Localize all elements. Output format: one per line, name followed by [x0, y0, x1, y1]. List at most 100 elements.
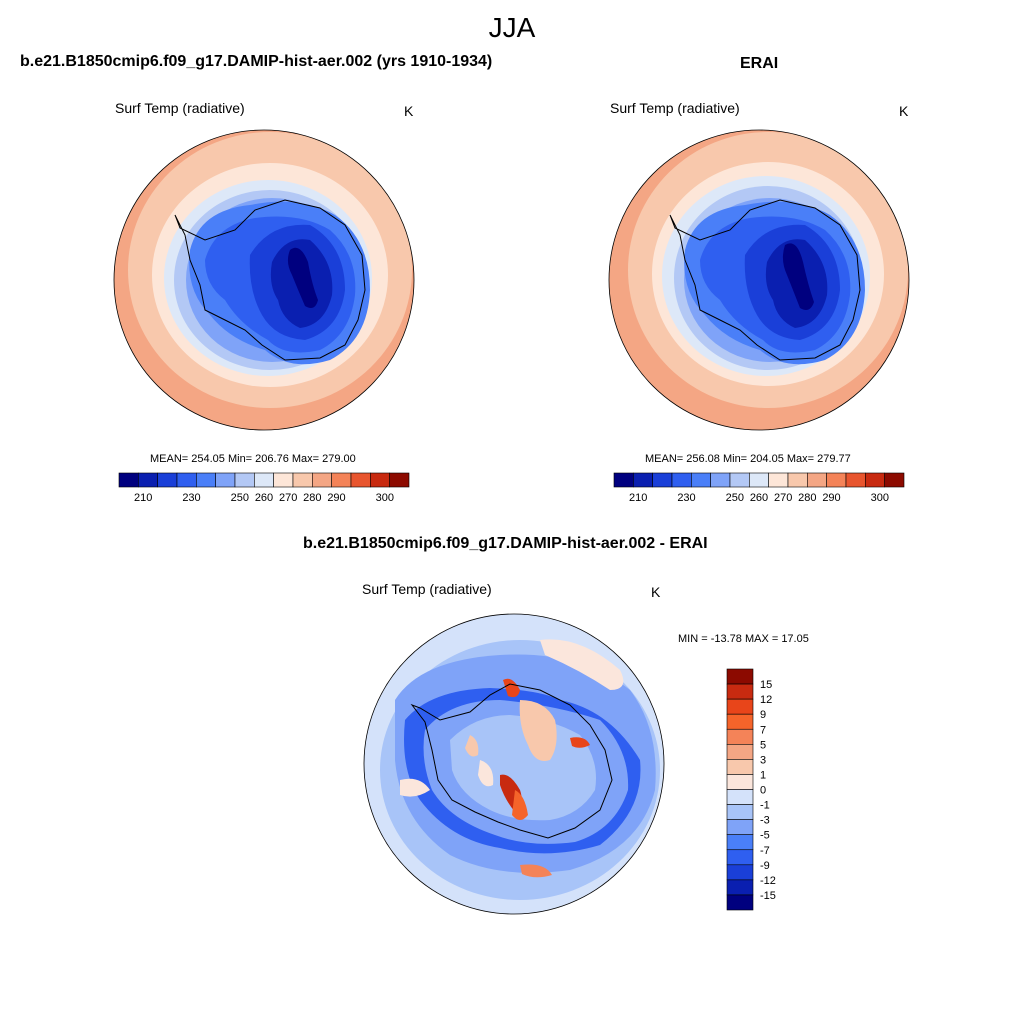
diff-zone-hot-east [570, 737, 590, 748]
diff-zone-hot-peninsula [503, 678, 520, 698]
diff-colorbar-tick: -5 [760, 830, 770, 842]
model-colorbar-tick: 290 [327, 492, 345, 504]
diff-colorbar-tick: -9 [760, 860, 770, 872]
diff-colorbar-swatch [726, 683, 754, 700]
diff-colorbar-swatch [726, 879, 754, 896]
diff-colorbar-swatch [726, 894, 754, 911]
obs-colorbar-swatch [845, 472, 866, 488]
obs-colorbar-swatch [826, 472, 847, 488]
diff-colorbar-tick: -12 [760, 875, 776, 887]
obs-colorbar-swatch [884, 472, 905, 488]
obs-colorbar-swatch [671, 472, 692, 488]
model-colorbar-swatch [234, 472, 255, 488]
obs-colorbar-swatch [691, 472, 711, 488]
model-coastline [174, 199, 366, 361]
diff-colorbar: 15 12 9 7 5 3 1 0 -1 -3 -5 -7 -9 -12 -15 [726, 668, 776, 911]
model-colorbar-swatch [157, 472, 178, 488]
model-colorbar-swatch [118, 472, 139, 488]
obs-units-label: K [899, 103, 909, 119]
diff-colorbar-swatch [726, 759, 754, 775]
obs-colorbar-swatch [787, 472, 808, 488]
diff-colorbar-tick: -3 [760, 815, 770, 827]
obs-colorbar-tick: 260 [750, 492, 768, 504]
model-colorbar-swatch [176, 472, 197, 488]
obs-field-label: Surf Temp (radiative) [610, 100, 740, 116]
model-colorbar-swatch [196, 472, 216, 488]
diff-zone-warm-ocean-north [540, 639, 624, 690]
obs-map-border [608, 129, 910, 431]
diff-zone-warm-ocean [520, 864, 552, 878]
diff-colorbar-tick: 3 [760, 754, 766, 766]
obs-colorbar-tick: 300 [871, 492, 889, 504]
diff-colorbar-swatch [726, 849, 754, 866]
model-colorbar-swatch [389, 472, 410, 488]
model-colorbar-tick: 280 [303, 492, 321, 504]
model-map-border [113, 129, 415, 431]
model-panel-title: b.e21.B1850cmip6.f09_g17.DAMIP-hist-aer.… [20, 53, 493, 70]
diff-colorbar-tick: -7 [760, 845, 770, 857]
diff-colorbar-tick: 5 [760, 739, 766, 751]
obs-stats: MEAN= 256.08 Min= 204.05 Max= 279.77 [645, 453, 851, 465]
obs-panel-title: ERAI [740, 55, 779, 72]
model-colorbar-tick: 300 [376, 492, 394, 504]
obs-colorbar: 210 230 250 260 270 280 290 300 [613, 472, 905, 504]
diff-zone-warm-interior [519, 700, 557, 761]
model-colorbar-swatch [254, 472, 274, 488]
obs-colorbar-tick: 280 [798, 492, 816, 504]
obs-colorbar-swatch [768, 472, 789, 488]
model-colorbar: 210 230 250 260 270 280 290 300 [118, 472, 410, 504]
model-colorbar-tick: 250 [231, 492, 249, 504]
obs-colorbar-tick: 230 [677, 492, 695, 504]
obs-colorbar-tick: 290 [822, 492, 840, 504]
model-colorbar-tick: 230 [182, 492, 200, 504]
diff-map [364, 614, 664, 914]
obs-colorbar-swatch [613, 472, 634, 488]
diff-colorbar-swatch [726, 834, 754, 851]
obs-colorbar-swatch [865, 472, 885, 488]
obs-coastline [669, 199, 861, 361]
diff-colorbar-tick: 7 [760, 724, 766, 736]
diff-colorbar-tick: 0 [760, 785, 766, 797]
obs-colorbar-swatch [710, 472, 731, 488]
diff-colorbar-tick: -1 [760, 800, 770, 812]
obs-colorbar-swatch [749, 472, 769, 488]
obs-map [609, 130, 909, 430]
diff-zone-hot-ross-b [512, 790, 528, 820]
figure-title: JJA [488, 12, 536, 43]
obs-colorbar-tick: 250 [726, 492, 744, 504]
diff-stats: MIN = -13.78 MAX = 17.05 [678, 633, 809, 645]
obs-colorbar-tick: 210 [629, 492, 647, 504]
model-field-label: Surf Temp (radiative) [115, 100, 245, 116]
diff-panel-title: b.e21.B1850cmip6.f09_g17.DAMIP-hist-aer.… [303, 535, 708, 552]
diff-colorbar-swatch [726, 804, 754, 820]
diff-units-label: K [651, 584, 661, 600]
diff-colorbar-tick: 9 [760, 709, 766, 721]
obs-colorbar-tick: 270 [774, 492, 792, 504]
diff-coastline [410, 683, 613, 839]
model-colorbar-swatch [273, 472, 294, 488]
diff-map-border [363, 613, 665, 915]
diff-colorbar-swatch [726, 789, 754, 805]
diff-zone-interior [450, 715, 596, 821]
model-colorbar-swatch [331, 472, 352, 488]
diff-colorbar-swatch [726, 864, 754, 881]
obs-colorbar-swatch [633, 472, 653, 488]
model-colorbar-swatch [312, 472, 332, 488]
diff-colorbar-tick: 12 [760, 694, 772, 706]
diff-colorbar-tick: 1 [760, 769, 766, 781]
diff-field-label: Surf Temp (radiative) [362, 581, 492, 597]
diff-colorbar-swatch [726, 744, 754, 760]
diff-colorbar-tick: -15 [760, 890, 776, 902]
diff-zone-warm-patch-a [465, 735, 479, 757]
obs-colorbar-swatch [729, 472, 750, 488]
model-colorbar-swatch [350, 472, 371, 488]
diff-colorbar-swatch [726, 819, 754, 835]
model-map [114, 130, 414, 430]
model-colorbar-swatch [215, 472, 236, 488]
model-zone-dome [287, 247, 318, 308]
model-stats: MEAN= 254.05 Min= 206.76 Max= 279.00 [150, 453, 356, 465]
diff-zone-warm-patch-b [478, 760, 494, 787]
obs-colorbar-swatch [652, 472, 673, 488]
model-colorbar-swatch [292, 472, 313, 488]
